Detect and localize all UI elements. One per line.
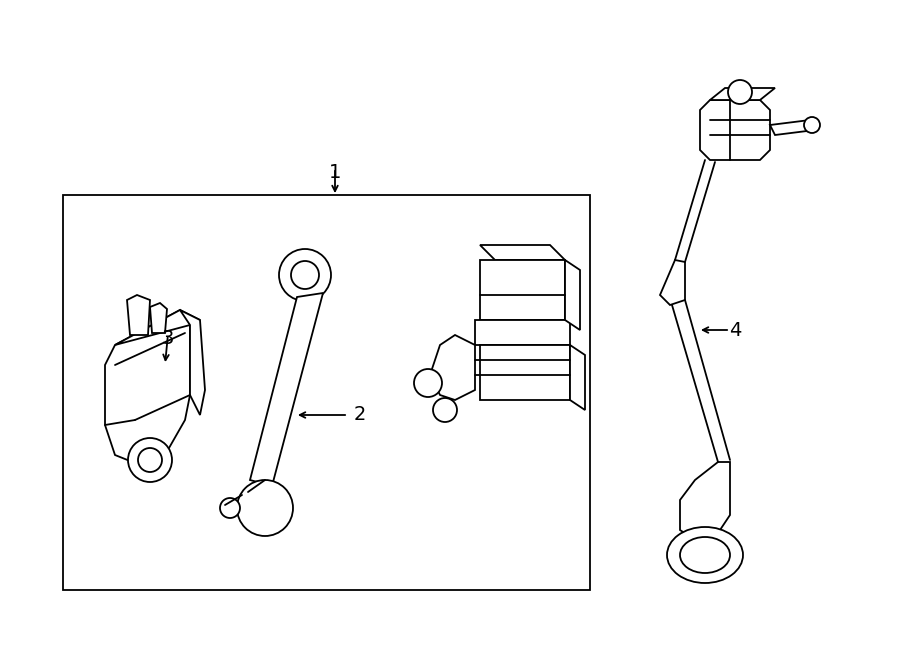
Polygon shape (180, 310, 205, 415)
Polygon shape (565, 260, 580, 330)
Circle shape (279, 249, 331, 301)
Circle shape (804, 117, 820, 133)
Polygon shape (480, 245, 565, 260)
Polygon shape (480, 345, 570, 400)
Polygon shape (770, 120, 815, 135)
Polygon shape (127, 295, 150, 335)
Ellipse shape (667, 527, 743, 583)
Polygon shape (700, 100, 770, 160)
Polygon shape (570, 345, 585, 410)
Text: 3: 3 (162, 329, 175, 348)
Polygon shape (150, 303, 167, 333)
Polygon shape (480, 260, 565, 320)
Polygon shape (680, 462, 730, 540)
Polygon shape (710, 88, 775, 100)
Polygon shape (250, 293, 323, 486)
Circle shape (128, 438, 172, 482)
Polygon shape (430, 335, 475, 400)
Circle shape (291, 261, 319, 289)
Text: 2: 2 (354, 405, 366, 424)
Circle shape (433, 398, 457, 422)
Circle shape (414, 369, 442, 397)
Text: 4: 4 (729, 321, 742, 340)
Bar (63, 195, 590, 590)
Ellipse shape (680, 537, 730, 573)
Polygon shape (660, 260, 685, 305)
Circle shape (138, 448, 162, 472)
Circle shape (237, 480, 293, 536)
Circle shape (220, 498, 240, 518)
Text: 1: 1 (328, 163, 341, 182)
Polygon shape (115, 310, 200, 345)
Polygon shape (105, 310, 190, 465)
Polygon shape (475, 320, 570, 345)
Circle shape (728, 80, 752, 104)
